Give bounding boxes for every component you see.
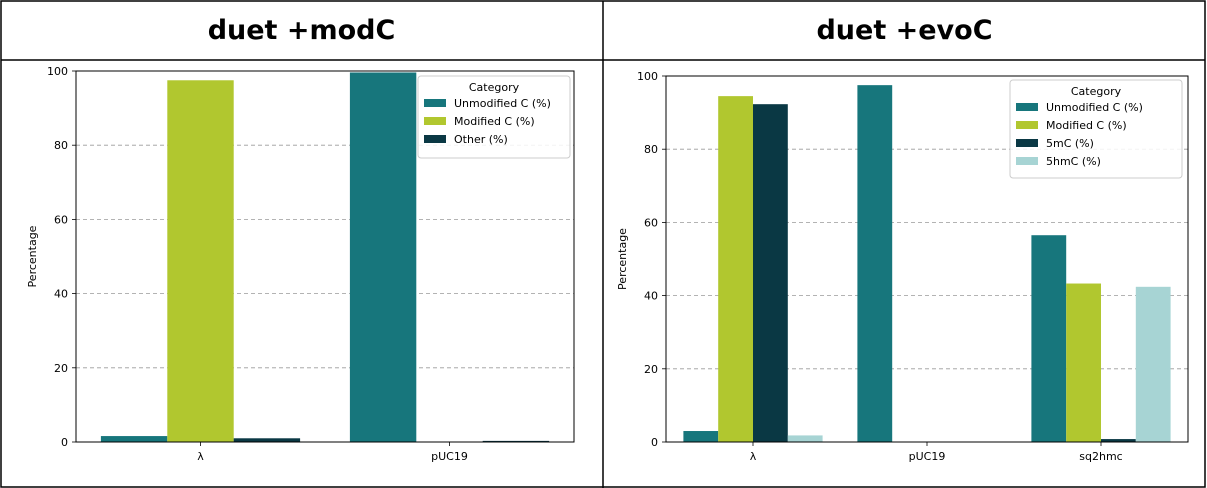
y-tick-label: 80 — [644, 143, 658, 156]
legend-label: Other (%) — [454, 133, 508, 146]
panel-title-evoc: duet +evoC — [816, 14, 993, 46]
bar-5hmc- — [1135, 286, 1171, 442]
panel-title-modc: duet +modC — [207, 14, 396, 46]
plot-frame — [75, 70, 575, 443]
chart-duet-evoc: 0 20 40 60 80 100 λ pUC19 sq2hmc Percentage Catego… — [616, 70, 1189, 463]
legend-title: Category — [469, 81, 520, 94]
y-tick-label: 40 — [644, 290, 658, 303]
legend-label: Unmodified C (%) — [1046, 101, 1143, 114]
x-tick-label: sq2hmc — [1079, 450, 1122, 463]
legend-swatch — [1016, 121, 1038, 129]
y-axis-label: Percentage — [616, 228, 629, 290]
legend-box — [417, 75, 571, 159]
bar-unmodified-c- — [100, 436, 168, 442]
x-tick-label: λ — [197, 450, 204, 463]
legend-label: 5hmC (%) — [1046, 155, 1101, 168]
y-tick-label: 20 — [644, 363, 658, 376]
legend-swatch — [424, 99, 446, 107]
plot-frame — [665, 75, 1189, 443]
legend-title: Category — [1071, 85, 1122, 98]
bar-5mc- — [1101, 439, 1136, 442]
legend-swatch — [1016, 103, 1038, 111]
x-tick-label: pUC19 — [431, 450, 468, 463]
bar-other- — [482, 440, 550, 442]
bar-modified-c- — [1066, 283, 1101, 442]
chart-duet-modc: 0 20 40 60 80 100 λ pUC19 Percentage Category Unmo… — [26, 65, 575, 463]
bar-5hmc- — [787, 435, 823, 442]
bar-unmodified-c- — [683, 431, 719, 442]
bar-unmodified-c- — [857, 85, 893, 443]
bar-modified-c- — [718, 96, 753, 442]
legend-swatch — [1016, 139, 1038, 147]
legend-label: 5mC (%) — [1046, 137, 1094, 150]
bar-5mc- — [753, 104, 788, 442]
legend-swatch — [1016, 157, 1038, 165]
y-tick-label: 20 — [54, 362, 68, 375]
bar-unmodified-c- — [349, 72, 417, 442]
y-tick-label: 80 — [54, 139, 68, 152]
x-tick-label: λ — [750, 450, 757, 463]
legend-box — [1009, 79, 1183, 179]
legend-label: Unmodified C (%) — [454, 97, 551, 110]
legend-label: Modified C (%) — [454, 115, 535, 128]
y-tick-label: 60 — [644, 216, 658, 229]
bar-unmodified-c- — [1031, 235, 1067, 442]
bar-modified-c- — [167, 80, 234, 443]
legend-label: Modified C (%) — [1046, 119, 1127, 132]
y-tick-label: 40 — [54, 288, 68, 301]
y-tick-label: 60 — [54, 213, 68, 226]
y-axis-label: Percentage — [26, 225, 39, 287]
legend-swatch — [424, 117, 446, 125]
y-tick-label: 100 — [47, 65, 68, 78]
y-tick-label: 0 — [61, 436, 68, 449]
legend-swatch — [424, 135, 446, 143]
y-tick-label: 0 — [651, 436, 658, 449]
x-tick-label: pUC19 — [909, 450, 946, 463]
y-tick-label: 100 — [637, 70, 658, 83]
bar-other- — [233, 438, 301, 442]
